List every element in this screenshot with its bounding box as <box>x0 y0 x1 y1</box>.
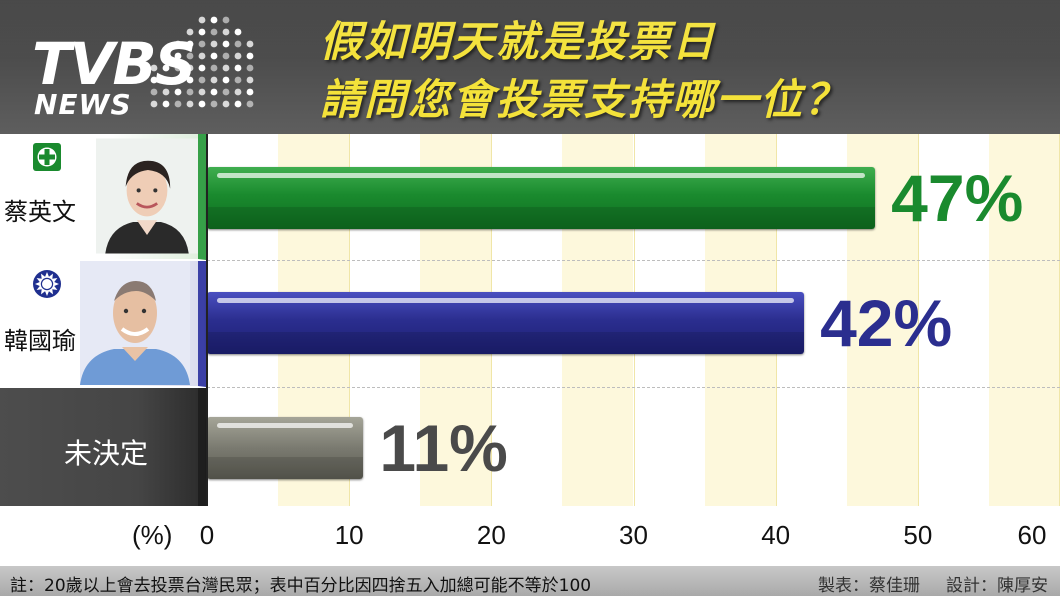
candidate-row-han: 韓國瑜 <box>0 261 206 387</box>
portrait-photo <box>96 138 198 254</box>
x-tick-label: 60 <box>1017 520 1047 550</box>
candidate-panel: 蔡英文 韓國瑜 未決定 <box>0 134 206 506</box>
header: TVBS NEWS 假如明天就是投票日 請問您會投票支持哪一位？ <box>0 0 1060 134</box>
logo-subtext: NEWS <box>34 88 132 121</box>
candidate-name: 韓國瑜 <box>4 327 76 355</box>
grid-band <box>988 134 1060 506</box>
x-tick-label: 10 <box>334 520 364 550</box>
dpp-emblem-icon <box>33 143 61 171</box>
candidate-name: 蔡英文 <box>4 198 76 226</box>
candidate-name: 未決定 <box>64 437 149 470</box>
plot-area: 47% 42% 11% <box>207 134 1060 506</box>
row-separator <box>207 387 1060 388</box>
candidate-row-tsai: 蔡英文 <box>0 134 206 260</box>
x-tick-label: 50 <box>903 520 933 550</box>
portrait-photo <box>80 261 190 385</box>
tvbs-logo: TVBS NEWS <box>28 12 258 124</box>
title-line-1: 假如明天就是投票日 <box>320 17 717 66</box>
x-tick-label: 20 <box>476 520 506 550</box>
gridline <box>917 134 919 506</box>
credit-design: 設計：陳厚安 <box>946 576 1048 596</box>
x-axis-unit-label: (%) <box>132 520 173 550</box>
bar-3 <box>207 417 364 479</box>
x-axis: (%) 0 10 20 30 40 50 60 <box>0 506 1060 566</box>
x-tick-label: 0 <box>199 520 215 550</box>
candidate-row-undecided: 未決定 <box>0 388 206 506</box>
footer: 註：20歲以上會去投票台灣民眾；表中百分比因四捨五入加總可能不等於100 製表：… <box>0 566 1060 596</box>
row-separator <box>207 260 1060 261</box>
bar-value-label: 47% <box>891 161 1024 235</box>
bar-1 <box>207 167 876 229</box>
credit-made-by: 製表：蔡佳珊 <box>818 576 920 596</box>
credits: 製表：蔡佳珊 設計：陳厚安 <box>818 571 1048 596</box>
bar-value-label: 11% <box>379 411 508 485</box>
title-line-2: 請問您會投票支持哪一位？ <box>320 75 849 124</box>
kmt-emblem-icon <box>33 270 61 298</box>
footnote: 註：20歲以上會去投票台灣民眾；表中百分比因四捨五入加總可能不等於100 <box>10 576 592 596</box>
x-tick-label: 30 <box>619 520 648 550</box>
bar-value-label: 42% <box>820 286 953 360</box>
x-tick-label: 40 <box>761 520 791 550</box>
bar-2 <box>207 292 805 354</box>
y-axis-line <box>206 134 208 506</box>
